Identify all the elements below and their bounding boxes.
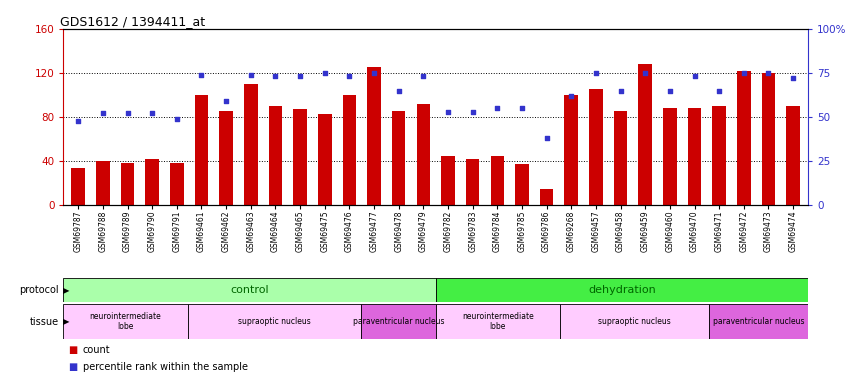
- Point: [195, 72, 208, 78]
- Text: ■: ■: [68, 345, 77, 355]
- Text: control: control: [230, 285, 269, 295]
- Bar: [188, 304, 361, 339]
- Bar: [294, 109, 307, 205]
- Point: [564, 93, 578, 99]
- Text: percentile rank within the sample: percentile rank within the sample: [83, 362, 248, 372]
- Bar: [787, 106, 800, 205]
- Bar: [709, 304, 808, 339]
- Point: [146, 111, 159, 117]
- Point: [294, 74, 307, 80]
- Point: [244, 72, 257, 78]
- Point: [219, 98, 233, 104]
- Point: [712, 88, 726, 94]
- Text: ▶: ▶: [63, 317, 69, 326]
- Bar: [688, 108, 701, 205]
- Text: count: count: [83, 345, 111, 355]
- Bar: [367, 68, 381, 205]
- Bar: [436, 304, 560, 339]
- Bar: [589, 90, 602, 205]
- Text: ▶: ▶: [63, 286, 69, 295]
- Point: [367, 70, 381, 76]
- Bar: [343, 95, 356, 205]
- Point: [761, 70, 775, 76]
- Bar: [195, 95, 208, 205]
- Point: [269, 74, 283, 80]
- Point: [663, 88, 677, 94]
- Bar: [63, 304, 188, 339]
- Point: [71, 117, 85, 123]
- Bar: [361, 304, 436, 339]
- Bar: [712, 106, 726, 205]
- Bar: [442, 156, 455, 205]
- Text: supraoptic nucleus: supraoptic nucleus: [598, 317, 671, 326]
- Text: paraventricular nucleus: paraventricular nucleus: [353, 317, 444, 326]
- Point: [639, 70, 652, 76]
- Point: [491, 105, 504, 111]
- Bar: [71, 168, 85, 205]
- Point: [121, 111, 135, 117]
- Bar: [416, 104, 430, 205]
- Point: [466, 109, 480, 115]
- Bar: [318, 114, 332, 205]
- Bar: [639, 64, 652, 205]
- Point: [170, 116, 184, 122]
- Point: [787, 75, 800, 81]
- Bar: [761, 73, 775, 205]
- Bar: [392, 111, 405, 205]
- Text: ■: ■: [68, 362, 77, 372]
- Bar: [244, 84, 257, 205]
- Bar: [170, 163, 184, 205]
- Bar: [96, 161, 110, 205]
- Text: dehydration: dehydration: [588, 285, 656, 295]
- Point: [442, 109, 455, 115]
- Bar: [491, 156, 504, 205]
- Point: [416, 74, 430, 80]
- Bar: [515, 164, 529, 205]
- Point: [392, 88, 405, 94]
- Text: GDS1612 / 1394411_at: GDS1612 / 1394411_at: [60, 15, 205, 28]
- Bar: [737, 71, 750, 205]
- Text: neurointermediate
lobe: neurointermediate lobe: [90, 312, 162, 331]
- Text: tissue: tissue: [30, 316, 59, 327]
- Bar: [564, 95, 578, 205]
- Point: [589, 70, 602, 76]
- Bar: [146, 159, 159, 205]
- Bar: [121, 163, 135, 205]
- Point: [318, 70, 332, 76]
- Bar: [219, 111, 233, 205]
- Bar: [614, 111, 628, 205]
- Point: [96, 111, 110, 117]
- Point: [343, 74, 356, 80]
- Bar: [63, 278, 436, 302]
- Text: protocol: protocol: [19, 285, 59, 295]
- Bar: [436, 278, 808, 302]
- Point: [515, 105, 529, 111]
- Text: neurointermediate
lobe: neurointermediate lobe: [462, 312, 534, 331]
- Text: paraventricular nucleus: paraventricular nucleus: [712, 317, 804, 326]
- Text: supraoptic nucleus: supraoptic nucleus: [238, 317, 310, 326]
- Point: [614, 88, 628, 94]
- Bar: [269, 106, 283, 205]
- Bar: [466, 159, 480, 205]
- Point: [540, 135, 553, 141]
- Point: [688, 74, 701, 80]
- Point: [737, 70, 750, 76]
- Bar: [663, 108, 677, 205]
- Bar: [540, 189, 553, 205]
- Bar: [560, 304, 709, 339]
